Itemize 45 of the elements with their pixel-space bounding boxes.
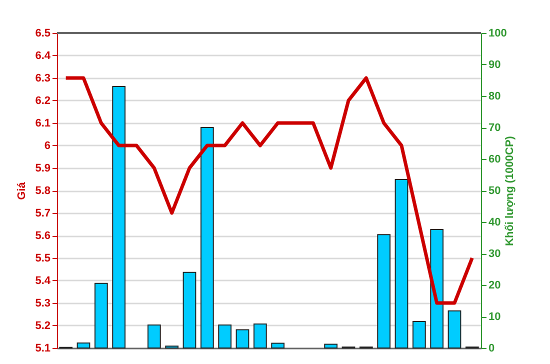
y2-tick-label: 20 bbox=[488, 280, 501, 292]
bar bbox=[200, 127, 214, 348]
y2-tick-label: 60 bbox=[488, 154, 501, 166]
y2-tick-label: 90 bbox=[488, 59, 501, 71]
y-tick-label: 5.4 bbox=[35, 275, 52, 287]
bar bbox=[271, 342, 285, 348]
y-tick-label: 6 bbox=[44, 140, 50, 152]
bar bbox=[324, 344, 338, 348]
y-tick-label: 5.2 bbox=[35, 320, 50, 332]
y-tick-label: 6.3 bbox=[35, 72, 50, 84]
bar bbox=[377, 234, 391, 348]
bar bbox=[94, 282, 108, 348]
bar bbox=[448, 310, 462, 348]
y2-tick-label: 50 bbox=[488, 185, 501, 197]
bar bbox=[412, 321, 426, 348]
y-tick-label: 5.1 bbox=[35, 342, 50, 354]
y-tick-label: 6.2 bbox=[35, 95, 50, 107]
bar bbox=[76, 342, 90, 348]
y2-tick-label: 80 bbox=[488, 90, 501, 102]
y2-tick-label: 70 bbox=[488, 122, 501, 134]
y-tick-label: 5.3 bbox=[35, 298, 50, 310]
y2-axis-title: Khối lượng (1000CP) bbox=[504, 136, 516, 246]
line-series bbox=[64, 76, 474, 305]
y-tick-label: 5.8 bbox=[35, 185, 50, 197]
y-tick-label: 5.7 bbox=[35, 208, 50, 220]
bar bbox=[218, 324, 232, 348]
bar bbox=[112, 86, 126, 348]
bar bbox=[394, 178, 408, 348]
y-tick-label: 5.5 bbox=[35, 252, 50, 264]
bar bbox=[236, 329, 250, 348]
y-axis-title: Giá bbox=[16, 181, 28, 200]
bar bbox=[147, 324, 161, 348]
y-tick-label: 6.5 bbox=[35, 28, 50, 40]
y2-tick-label: 100 bbox=[488, 28, 507, 40]
y-tick-label: 6.4 bbox=[35, 50, 52, 62]
y2-tick-label: 0 bbox=[488, 342, 495, 354]
y2-tick-label: 40 bbox=[488, 216, 501, 228]
y2-tick-label: 10 bbox=[488, 311, 501, 323]
y2-tick-label: 30 bbox=[488, 248, 501, 260]
y-tick-label: 5.6 bbox=[35, 230, 50, 242]
bar bbox=[253, 324, 267, 348]
y-tick-label: 5.9 bbox=[35, 162, 50, 174]
y-tick-label: 6.1 bbox=[35, 118, 50, 130]
bar bbox=[182, 272, 196, 348]
bar bbox=[430, 229, 444, 348]
